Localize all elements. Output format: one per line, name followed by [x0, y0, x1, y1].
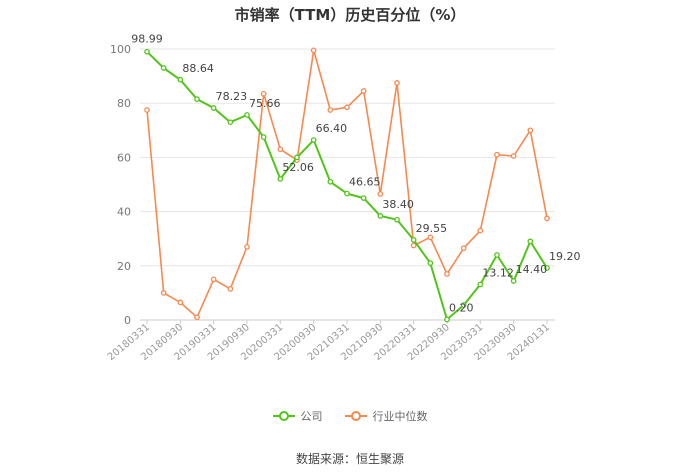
- company-point: [410, 237, 417, 243]
- company-point: [444, 316, 450, 323]
- data-label: 98.99: [131, 33, 163, 46]
- industry-median-point: [444, 271, 450, 277]
- source-note: 数据来源：恒生聚源: [295, 452, 404, 466]
- company-point: [277, 176, 284, 182]
- industry-median-point: [244, 243, 250, 250]
- industry-median-point: [310, 47, 317, 54]
- data-label: 66.40: [316, 122, 348, 135]
- data-label: 29.55: [416, 222, 448, 235]
- data-label: 52.06: [282, 161, 314, 174]
- y-tick-label: 20: [117, 260, 131, 273]
- company-point: [244, 112, 250, 118]
- industry-median-point: [527, 127, 534, 134]
- legend-item-company[interactable]: 公司: [272, 408, 323, 424]
- data-label: 0.20: [449, 301, 474, 314]
- company-point: [377, 213, 384, 219]
- legend-item-industry-median[interactable]: 行业中位数: [344, 408, 428, 424]
- company-point: [294, 154, 300, 161]
- company-point: [360, 195, 367, 201]
- legend-swatch-company: [272, 410, 295, 422]
- axes: 0204060801002018033120180930201903312019…: [106, 43, 555, 363]
- company-point: [227, 119, 234, 126]
- company-point: [394, 216, 400, 223]
- company-point: [527, 238, 534, 245]
- industry-median-point: [494, 151, 500, 158]
- y-tick-label: 0: [124, 314, 131, 327]
- industry-median-point: [177, 299, 184, 306]
- industry-median-point: [510, 153, 517, 159]
- company-point: [144, 48, 150, 55]
- company-point: [344, 190, 350, 197]
- industry-median-point: [144, 107, 150, 113]
- company-point: [494, 252, 500, 258]
- company-point: [510, 278, 517, 284]
- company-point: [460, 302, 467, 308]
- industry-median-point: [277, 146, 284, 153]
- industry-median-point: [227, 285, 234, 292]
- industry-median-point: [344, 104, 350, 111]
- industry-median-point: [327, 107, 334, 113]
- legend-label-industry-median: 行业中位数: [372, 410, 428, 423]
- industry-median-point: [460, 245, 467, 252]
- industry-median-point: [210, 276, 217, 283]
- company-point: [177, 76, 184, 83]
- industry-median-point: [194, 314, 200, 321]
- data-label: 78.23: [216, 90, 248, 103]
- industry-median-point: [410, 242, 417, 249]
- data-label: 46.65: [349, 176, 381, 189]
- company-point: [260, 134, 267, 140]
- data-label: 75.66: [249, 97, 281, 110]
- data-label: 38.40: [382, 198, 414, 211]
- company-point: [160, 65, 167, 71]
- y-tick-label: 100: [110, 43, 131, 56]
- industry-median-point: [360, 88, 367, 94]
- industry-median-point: [260, 90, 267, 97]
- industry-median-point: [394, 80, 400, 86]
- data-label: 88.64: [182, 62, 214, 75]
- y-tick-label: 40: [117, 206, 131, 219]
- legend-label-company: 公司: [300, 410, 323, 423]
- data-label: 14.40: [516, 263, 548, 276]
- company-point: [427, 260, 434, 266]
- company-point: [544, 265, 550, 271]
- company-point: [210, 105, 217, 111]
- data-label: 13.12: [482, 266, 514, 279]
- industry-median-point: [427, 234, 434, 241]
- company-point: [327, 178, 334, 185]
- company-point: [194, 96, 200, 102]
- legend-swatch-industry-median: [344, 410, 367, 422]
- y-tick-label: 80: [117, 97, 131, 110]
- y-tick-label: 60: [117, 151, 131, 164]
- data-label: 19.20: [549, 250, 581, 263]
- series-lines: [144, 47, 550, 323]
- industry-median-point: [544, 215, 550, 222]
- industry-median-point: [477, 227, 484, 234]
- legend: 公司 行业中位数: [0, 408, 700, 424]
- company-point: [310, 137, 317, 143]
- company-point: [477, 281, 484, 288]
- industry-median-point: [160, 290, 167, 296]
- industry-median-point: [377, 191, 384, 197]
- chart-title: 市销率（TTM）历史百分位（%）: [234, 6, 466, 24]
